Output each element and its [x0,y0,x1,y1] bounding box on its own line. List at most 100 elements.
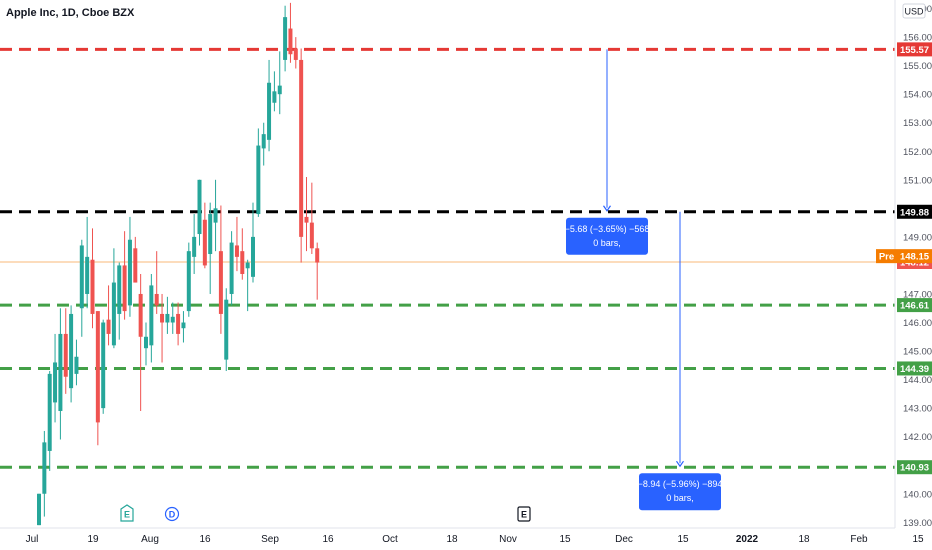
candle-body [192,236,197,257]
time-tick-label: 15 [912,534,924,545]
candle-body [315,248,320,263]
price-tick-label: 143.00 [903,404,932,415]
price-tick-label: 139.00 [903,518,932,529]
candle-body [165,313,170,323]
time-tick-label: 15 [677,534,689,545]
measure-arrow-head [676,460,684,468]
candle-body [63,333,68,377]
measure-tools: −5.68 (−3.65%) −568 0 bars, −8.94 (−5.96%)… [565,49,723,511]
candle-body [47,373,52,451]
candle-body [133,248,138,283]
measure-callout-line1: −8.94 (−5.96%) −894 [638,479,723,489]
price-tick-label: 145.00 [903,347,932,358]
candle-body [251,236,255,277]
candle-body [299,59,304,237]
measure-callout-box[interactable] [639,473,721,511]
time-tick-label: Aug [141,534,159,545]
candle-body [197,179,202,235]
time-tick-label: 18 [446,534,458,545]
measure-callout-line1: −5.68 (−3.65%) −568 [565,224,650,234]
candle-body [261,134,266,149]
price-tick-label: 154.00 [903,90,932,101]
level-price-label: 149.88 [900,207,929,218]
price-tick-label: 142.00 [903,432,932,443]
candle-body [218,251,223,314]
candle-body [309,222,314,249]
candle-body [213,208,218,223]
candle-body [234,245,239,257]
time-tick-label: Feb [850,534,868,545]
measure-callout-box[interactable] [566,217,648,255]
price-tick-label: 156.00 [903,33,932,44]
candle-body [267,82,272,140]
candle-body [101,322,106,409]
price-tick-label: 152.00 [903,147,932,158]
candle-body [256,145,261,215]
candle-body [181,322,186,329]
pre-market-badge[interactable] [876,249,897,264]
candle-body [160,313,165,323]
currency-badge[interactable] [902,3,926,19]
pre-market-tag: Pre [879,252,894,263]
candle-body [154,293,159,306]
candle-body [144,336,148,349]
price-tick-label: 140.00 [903,489,932,500]
event-marker-letter: E [124,510,130,520]
candle-body [283,17,288,60]
time-tick-label: Sep [261,534,279,545]
candle-body [127,239,132,306]
earnings-marker-past[interactable] [120,504,134,522]
time-tick-label: 19 [87,534,99,545]
level-price-label: 155.57 [900,45,929,56]
candle-body [79,245,84,309]
earnings-marker-future[interactable] [517,506,531,522]
candle-body [202,219,207,266]
candle-body [53,362,58,403]
candle-body [90,259,95,314]
level-price-tag [897,204,932,219]
event-marker-letter: D [169,510,176,520]
chart-title: Apple Inc, 1D, Cboe BZX [6,7,135,19]
currency-label: USD [904,7,924,17]
level-price-tag [897,361,932,376]
candle-body [58,333,63,411]
candle-body [229,242,234,294]
time-tick-label: Jul [26,534,39,545]
candle-body [224,299,229,360]
candle-body [176,313,181,334]
measure-arrow-head [603,205,611,212]
candle-body [122,265,127,312]
level-price-tag [897,460,932,475]
candle-body [95,311,100,423]
time-tick-label: 15 [559,534,571,545]
time-tick-label: 16 [322,534,334,545]
candle-body [149,285,154,346]
time-axis[interactable]: Jul 19 Aug 16 Sep 16 Oct 18 Nov 15 Dec 15 2022 18 Feb 1… [26,534,924,545]
price-tick-label: 146.00 [903,318,932,329]
candle-body [208,214,213,255]
candle-body [106,319,111,334]
candle-body [111,282,116,346]
price-tick-label: 144.00 [903,375,932,386]
candle-body [42,442,47,494]
level-price-label: 144.39 [900,364,929,375]
candle-body [117,265,122,314]
time-tick-label: 2022 [736,534,759,545]
candle-body [304,216,309,223]
candle-body [288,28,293,55]
price-tick-label: 153.00 [903,118,932,129]
dividend-marker[interactable] [164,506,180,522]
candle-body [74,356,79,374]
candle-body [138,293,143,337]
time-tick-label: 18 [798,534,810,545]
time-tick-label: Dec [615,534,633,545]
price-tick-label: 149.00 [903,232,932,243]
horizontal-levels [0,47,895,469]
price-tick-label: 151.00 [903,175,932,186]
event-marker-letter: E [521,510,527,520]
time-tick-label: Oct [382,534,398,545]
